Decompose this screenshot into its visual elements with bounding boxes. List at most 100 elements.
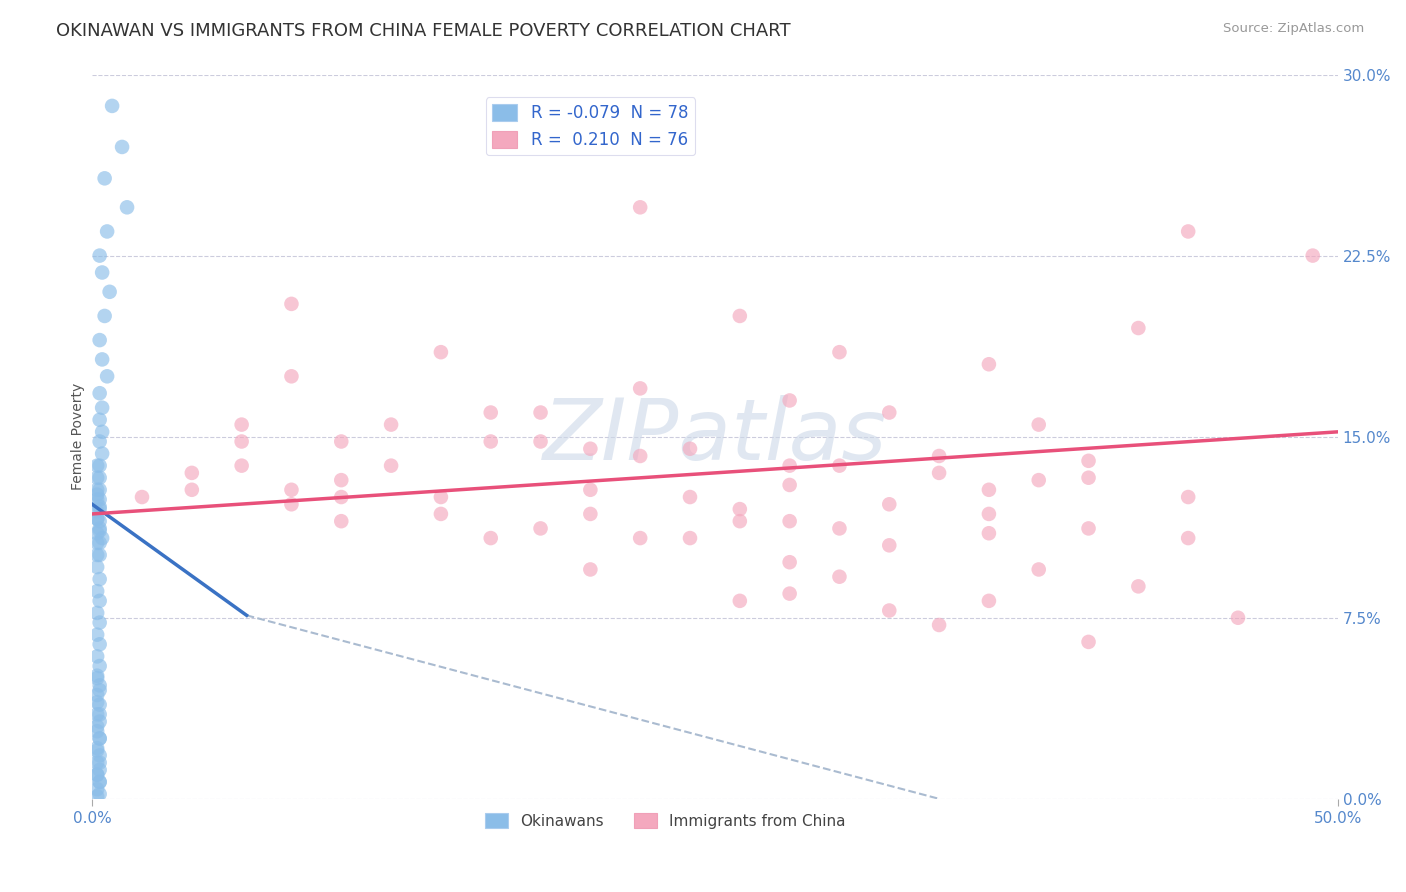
Point [115, 200, 138, 214]
Point [89, 637, 111, 651]
Point [180, 483, 202, 497]
Point [1077, 454, 1099, 468]
Point [86, 504, 108, 518]
Point [977, 357, 1000, 371]
Point [89, 714, 111, 729]
Point [231, 458, 253, 473]
Point [86, 512, 108, 526]
Point [1128, 579, 1150, 593]
Point [86, 688, 108, 702]
Point [91, 265, 114, 279]
Point [86, 669, 108, 683]
Point [86, 536, 108, 550]
Legend: Okinawans, Immigrants from China: Okinawans, Immigrants from China [478, 806, 852, 835]
Point [579, 562, 602, 576]
Point [330, 434, 353, 449]
Point [231, 434, 253, 449]
Point [330, 514, 353, 528]
Point [89, 787, 111, 801]
Point [728, 514, 751, 528]
Point [779, 458, 801, 473]
Point [91, 446, 114, 460]
Point [89, 775, 111, 789]
Point [86, 707, 108, 722]
Text: Source: ZipAtlas.com: Source: ZipAtlas.com [1223, 22, 1364, 36]
Point [1128, 321, 1150, 335]
Point [779, 393, 801, 408]
Point [928, 466, 950, 480]
Point [779, 514, 801, 528]
Point [728, 309, 751, 323]
Point [928, 618, 950, 632]
Point [679, 531, 702, 545]
Point [86, 719, 108, 733]
Point [89, 548, 111, 562]
Point [1177, 224, 1199, 238]
Point [1227, 611, 1250, 625]
Point [86, 756, 108, 770]
Point [579, 442, 602, 456]
Point [728, 594, 751, 608]
Point [330, 473, 353, 487]
Point [96, 369, 118, 384]
Point [111, 140, 134, 154]
Point [430, 490, 453, 504]
Point [479, 405, 502, 419]
Point [779, 555, 801, 569]
Point [628, 531, 651, 545]
Point [977, 483, 1000, 497]
Point [86, 471, 108, 485]
Point [93, 171, 115, 186]
Point [89, 775, 111, 789]
Point [91, 401, 114, 415]
Text: ZIPatlas: ZIPatlas [543, 395, 887, 478]
Point [1077, 521, 1099, 535]
Point [479, 531, 502, 545]
Point [380, 458, 402, 473]
Point [93, 309, 115, 323]
Point [89, 483, 111, 497]
Point [86, 584, 108, 599]
Point [180, 466, 202, 480]
Point [430, 507, 453, 521]
Point [679, 442, 702, 456]
Point [89, 594, 111, 608]
Point [86, 782, 108, 797]
Point [430, 345, 453, 359]
Point [89, 386, 111, 401]
Point [280, 483, 302, 497]
Point [89, 524, 111, 538]
Point [86, 483, 108, 497]
Point [1177, 531, 1199, 545]
Point [89, 536, 111, 550]
Point [679, 490, 702, 504]
Point [89, 659, 111, 673]
Point [828, 458, 851, 473]
Point [828, 570, 851, 584]
Point [1177, 490, 1199, 504]
Point [877, 538, 900, 552]
Point [628, 449, 651, 463]
Point [89, 471, 111, 485]
Point [380, 417, 402, 432]
Point [89, 731, 111, 746]
Text: OKINAWAN VS IMMIGRANTS FROM CHINA FEMALE POVERTY CORRELATION CHART: OKINAWAN VS IMMIGRANTS FROM CHINA FEMALE… [56, 22, 790, 40]
Point [977, 507, 1000, 521]
Point [86, 695, 108, 709]
Point [86, 671, 108, 685]
Point [1028, 473, 1050, 487]
Point [89, 748, 111, 763]
Point [1028, 562, 1050, 576]
Point [728, 502, 751, 516]
Point [877, 405, 900, 419]
Point [89, 500, 111, 514]
Y-axis label: Female Poverty: Female Poverty [72, 383, 86, 491]
Point [977, 594, 1000, 608]
Point [89, 763, 111, 777]
Point [86, 548, 108, 562]
Point [86, 526, 108, 541]
Point [628, 200, 651, 214]
Point [91, 425, 114, 439]
Point [86, 512, 108, 526]
Point [86, 767, 108, 781]
